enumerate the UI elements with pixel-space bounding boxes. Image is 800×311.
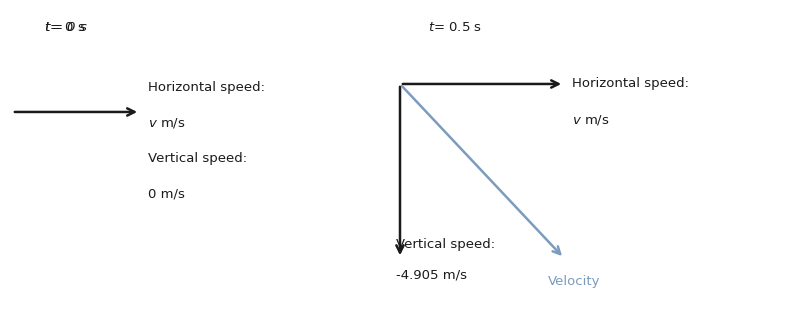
Text: Velocity: Velocity (548, 275, 601, 288)
Text: Horizontal speed:: Horizontal speed: (148, 81, 265, 94)
Text: Vertical speed:: Vertical speed: (148, 152, 247, 165)
Text: $\it{v}$ m/s: $\it{v}$ m/s (148, 116, 186, 130)
Text: $\it{v}$ m/s: $\it{v}$ m/s (572, 113, 610, 127)
Text: $\it{t}$= 0.5 s: $\it{t}$= 0.5 s (428, 21, 482, 35)
Text: $\it{t}$= 0 s: $\it{t}$= 0 s (44, 21, 86, 35)
Text: $t\,$= 0 s: $t\,$= 0 s (44, 21, 88, 35)
Text: Vertical speed:: Vertical speed: (396, 238, 495, 251)
Text: -4.905 m/s: -4.905 m/s (396, 269, 467, 282)
Text: Horizontal speed:: Horizontal speed: (572, 77, 689, 91)
Text: 0 m/s: 0 m/s (148, 188, 185, 201)
